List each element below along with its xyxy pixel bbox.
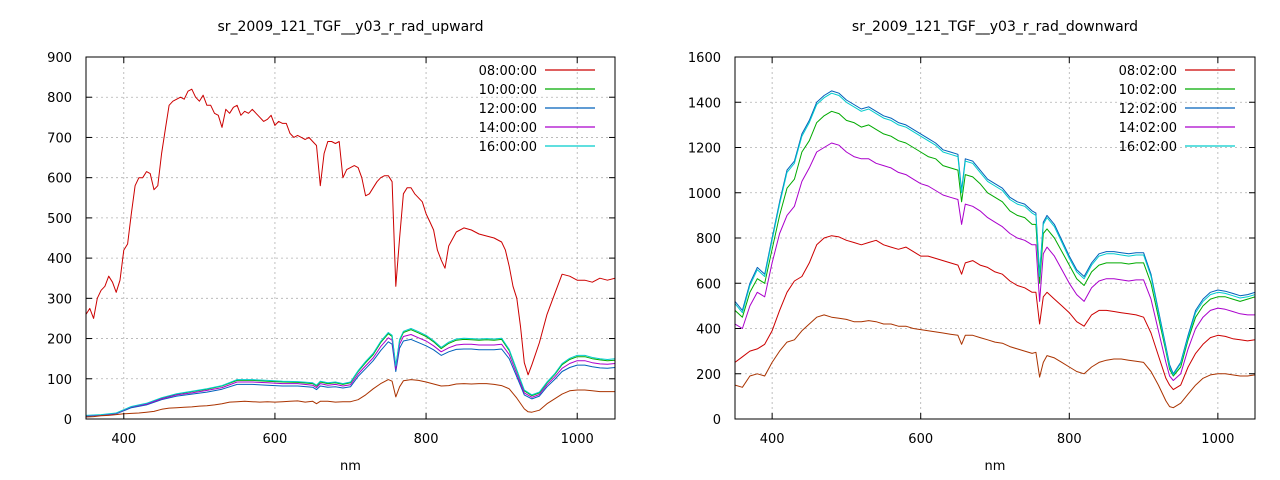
x-tick-label: 400 [111,432,136,447]
series-line-16-00-00 [86,328,615,416]
y-tick-label: 900 [47,51,72,66]
series-group [735,90,1255,409]
legend-label: 08:02:00 [1119,64,1177,79]
chart-title: sr_2009_121_TGF__y03_r_rad_upward [217,19,483,35]
y-tick-label: 1400 [688,96,721,111]
x-tick-label: 800 [414,432,439,447]
legend-label: 14:00:00 [479,121,537,136]
legend-label: 14:02:00 [1119,121,1177,136]
y-tick-label: 800 [47,91,72,106]
tick-group: 0 200 400 600 800 1000 1200 1400 1600 400 600 800 10… [688,51,1255,447]
y-tick-label: 200 [47,333,72,348]
x-axis-label: nm [340,459,361,474]
grid-lines [735,57,1255,419]
series-line-12-00-00 [86,338,615,417]
legend-label: 12:02:00 [1119,102,1177,117]
y-tick-label: 600 [47,172,72,187]
x-axis-label: nm [985,459,1006,474]
series-line-14-00-00 [86,334,615,417]
chart-title: sr_2009_121_TGF__y03_r_rad_downward [852,19,1138,35]
y-tick-label: 400 [696,323,721,338]
legend-label: 12:00:00 [479,102,537,117]
legend-label: 08:00:00 [479,64,537,79]
y-tick-label: 0 [64,413,72,428]
series-line-10-00-00 [86,329,615,417]
plot-frame [85,56,616,420]
series-line-unlabeled [86,379,615,418]
chart-upward: sr_2009_121_TGF__y03_r_rad_upward 0 100 200… [47,19,616,474]
series-line-10-02-00 [735,110,1255,377]
x-tick-label: 1000 [1201,432,1234,447]
y-tick-label: 700 [47,131,72,146]
y-tick-label: 400 [47,252,72,267]
y-tick-label: 200 [696,368,721,383]
series-group [86,88,615,418]
series-line-08-02-00 [735,235,1255,391]
y-tick-label: 500 [47,212,72,227]
legend-label: 10:02:00 [1119,83,1177,98]
legend-label: 10:00:00 [479,83,537,98]
y-tick-label: 300 [47,292,72,307]
series-line-12-02-00 [735,90,1255,375]
y-tick-label: 1000 [688,187,721,202]
legend: 08:02:00 10:02:00 12:02:00 14:02:00 16:02:00 [1119,64,1235,155]
legend: 08:00:00 10:00:00 12:00:00 14:00:00 16:00:00 [479,64,595,155]
series-line-08-00-00 [86,88,615,376]
legend-label: 16:02:00 [1119,140,1177,155]
x-tick-label: 800 [1057,432,1082,447]
legend-label: 16:00:00 [479,140,537,155]
grid-lines [86,57,615,419]
y-tick-label: 1600 [688,51,721,66]
x-tick-label: 600 [263,432,288,447]
series-line-unlabeled [735,314,1255,409]
y-tick-label: 1200 [688,142,721,157]
y-tick-label: 600 [696,277,721,292]
tick-group: 0 100 200 300 400 500 600 700 800 900 400 600 800 100… [47,51,615,447]
y-tick-label: 800 [696,232,721,247]
x-tick-label: 400 [760,432,785,447]
series-line-14-02-00 [735,142,1255,381]
chart-downward: sr_2009_121_TGF__y03_r_rad_downward 0 200 4… [688,19,1256,474]
x-tick-label: 1000 [561,432,594,447]
series-line-16-02-00 [735,92,1255,376]
x-tick-label: 600 [908,432,933,447]
y-tick-label: 0 [713,413,721,428]
y-tick-label: 100 [47,373,72,388]
